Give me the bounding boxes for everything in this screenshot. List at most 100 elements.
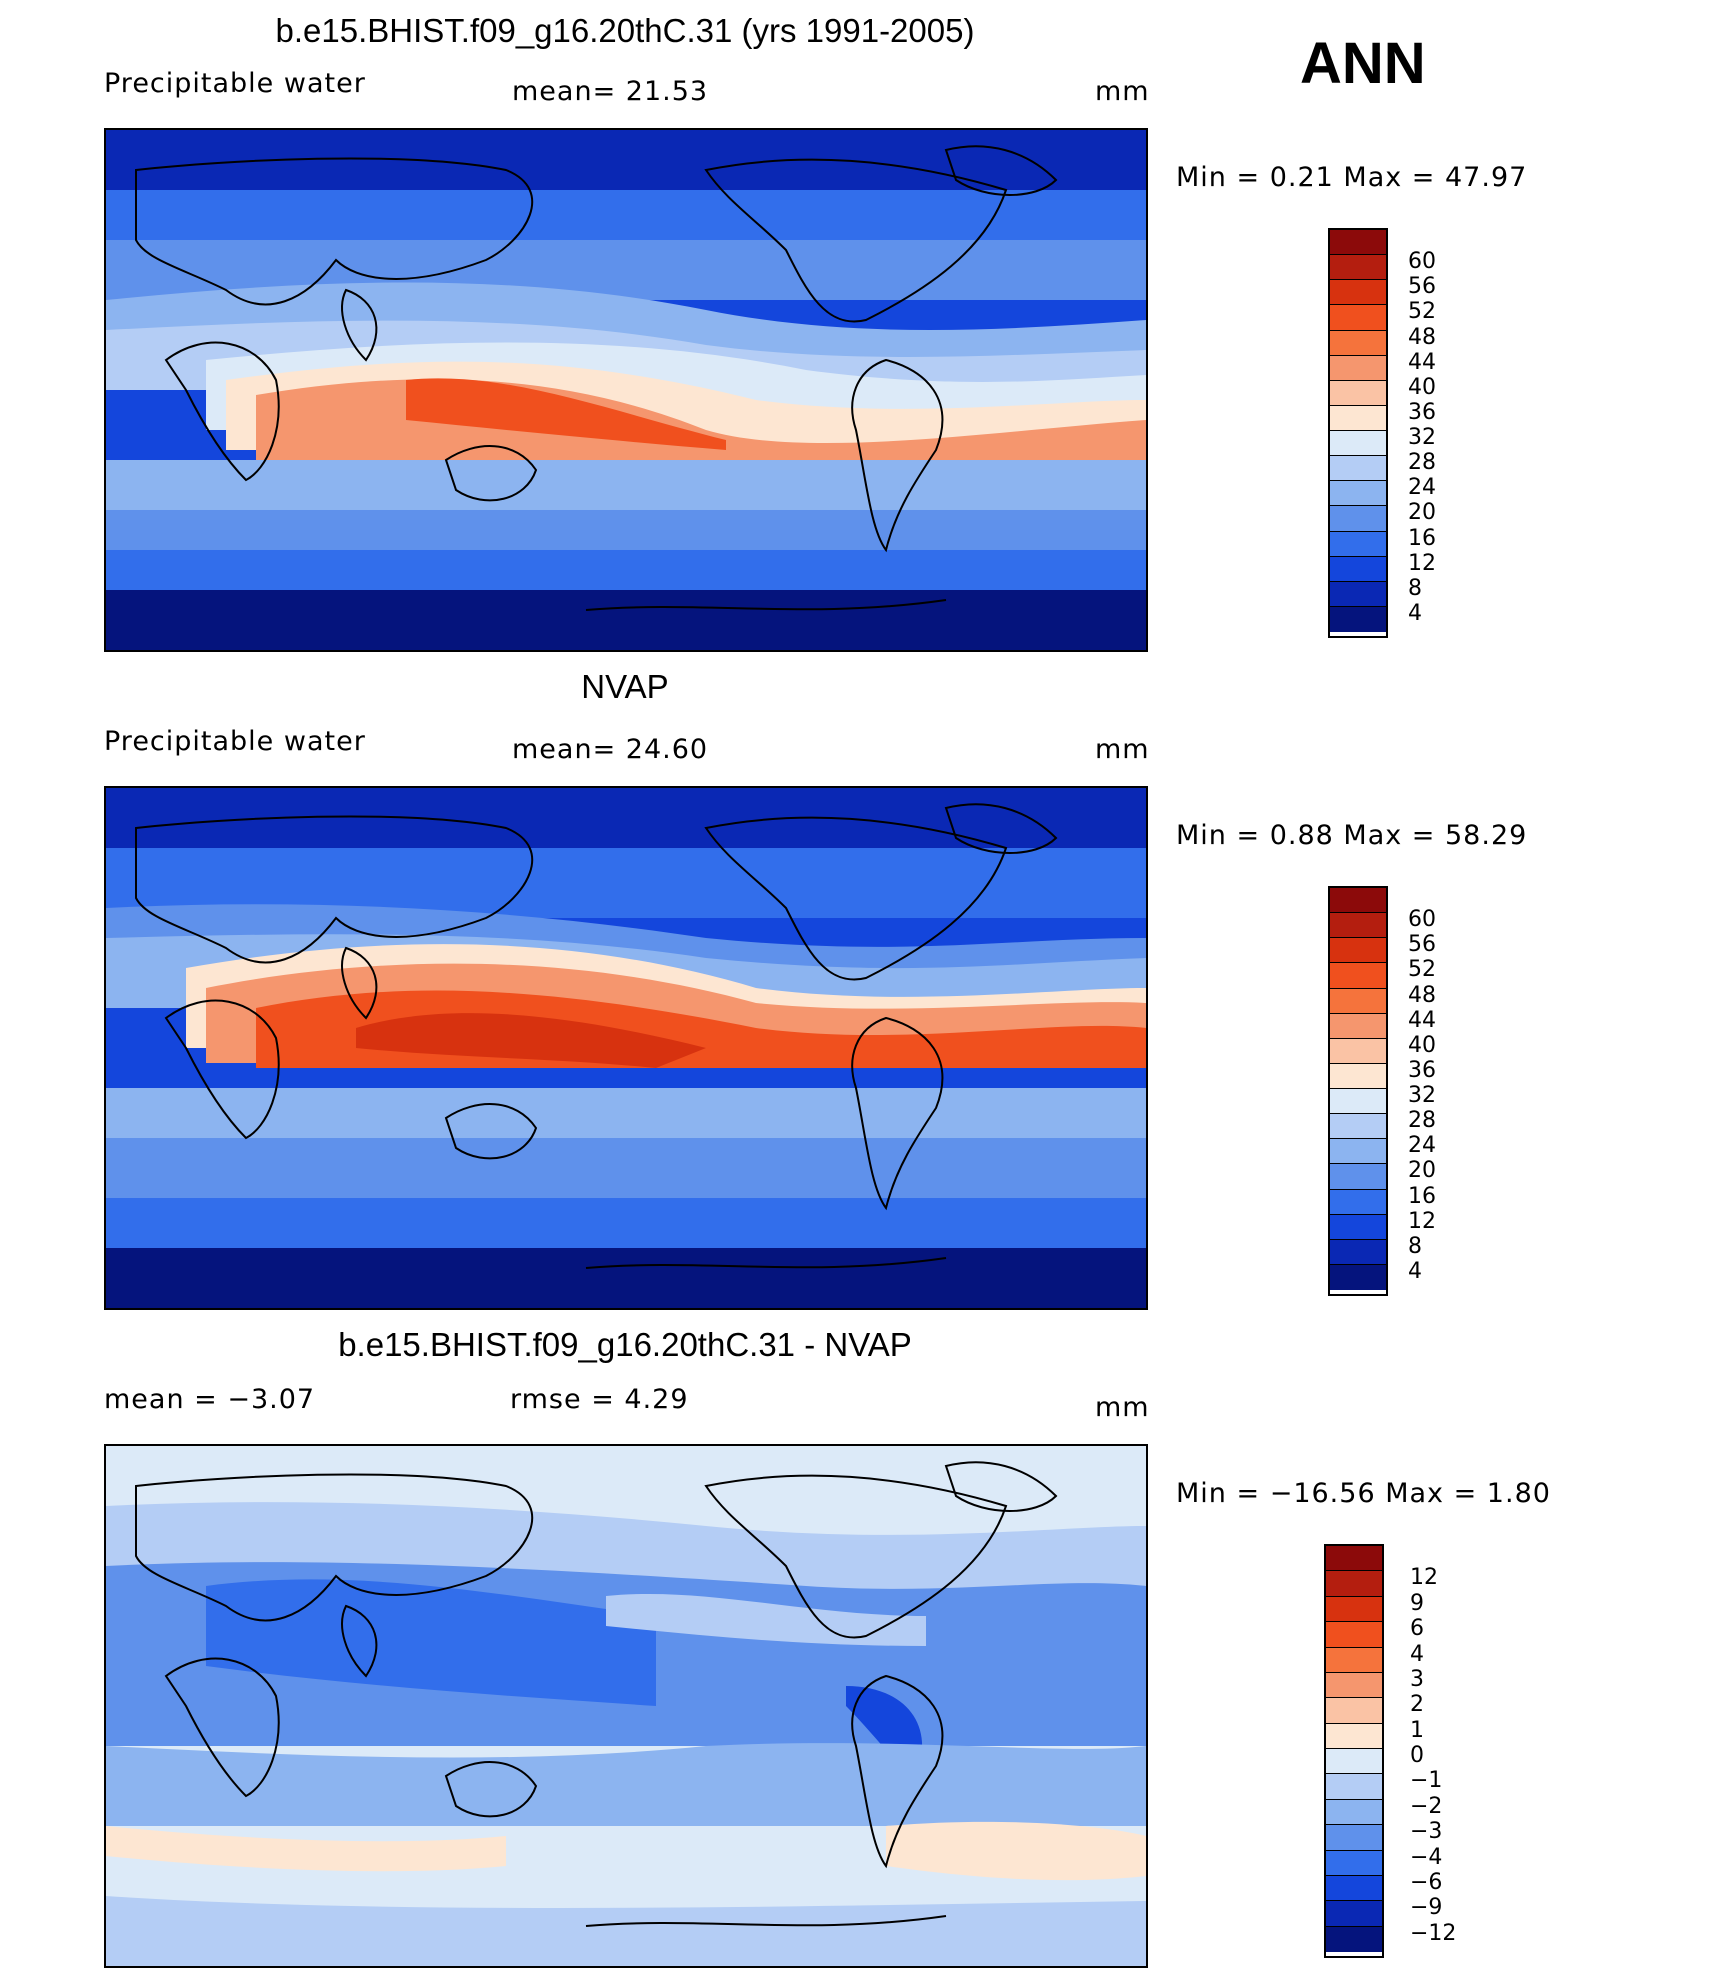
colorbar-tick-label: −1 (1410, 1768, 1443, 1794)
units-label-obs: mm (1095, 734, 1150, 765)
colorbar-diff (1324, 1544, 1384, 1958)
colorbar-box (1326, 1546, 1382, 1572)
colorbar-tick-label: 4 (1410, 1641, 1424, 1667)
colorbar-tick-label: 12 (1408, 550, 1436, 576)
colorbar-tick-label: 6 (1410, 1616, 1424, 1642)
colorbar-tick-label: 60 (1408, 249, 1436, 275)
colorbar-box (1326, 1622, 1382, 1648)
colorbar-box (1330, 380, 1386, 406)
colorbar-tick-label: 8 (1408, 1233, 1422, 1259)
colorbar-box (1326, 1799, 1382, 1826)
colorbar-tick-label: 2 (1410, 1692, 1424, 1718)
colorbar-box (1330, 1013, 1386, 1039)
colorbar-tick-label: 1 (1410, 1717, 1424, 1743)
colorbar-tick-label: 36 (1408, 399, 1436, 425)
colorbar-tick-label: 0 (1410, 1743, 1424, 1768)
colorbar-box (1330, 1063, 1386, 1089)
variable-label-obs: Precipitable water (104, 726, 366, 757)
rmse-label: rmse = 4.29 (510, 1384, 689, 1415)
colorbar-obs (1328, 886, 1388, 1296)
colorbar-tick-label: 24 (1408, 475, 1436, 501)
panel-title-model: b.e15.BHIST.f09_g16.20thC.31 (yrs 1991-2… (275, 12, 975, 49)
colorbar-tick-label: −6 (1410, 1869, 1443, 1895)
colorbar-box (1330, 230, 1386, 256)
colorbar-box (1330, 405, 1386, 431)
colorbar-box (1330, 1114, 1386, 1140)
colorbar-tick-label: 8 (1408, 575, 1422, 601)
minmax-obs: Min = 0.88 Max = 58.29 (1176, 820, 1528, 851)
map-panel-diff (104, 1444, 1148, 1968)
colorbar-tick-label: 4 (1408, 1258, 1422, 1284)
colorbar-box (1326, 1825, 1382, 1851)
colorbar-tick-label: −9 (1410, 1895, 1443, 1921)
colorbar-box (1330, 1089, 1386, 1115)
colorbar-tick-label: 32 (1408, 425, 1436, 450)
colorbar-box (1330, 506, 1386, 532)
colorbar-tick-label: 40 (1408, 1032, 1436, 1058)
map-panel-obs (104, 786, 1148, 1310)
colorbar-box (1326, 1672, 1382, 1699)
colorbar-tick-label: 12 (1408, 1208, 1436, 1234)
colorbar-box (1330, 280, 1386, 306)
colorbar-tick-label: 44 (1408, 349, 1436, 375)
colorbar-box (1326, 1774, 1382, 1800)
colorbar-box (1330, 481, 1386, 507)
colorbar-box (1330, 1214, 1386, 1240)
colorbar-tick-label: 56 (1408, 274, 1436, 300)
colorbar-tick-label: 16 (1408, 525, 1436, 551)
colorbar-tick-label: 24 (1408, 1133, 1436, 1159)
colorbar-box (1330, 963, 1386, 989)
colorbar-tick-label: 4 (1408, 600, 1422, 626)
colorbar-tick-label: 52 (1408, 957, 1436, 983)
map-panel-model (104, 128, 1148, 652)
colorbar-model (1328, 228, 1388, 638)
colorbar-tick-label: 48 (1408, 324, 1436, 350)
map-model (106, 130, 1146, 650)
units-label-model: mm (1095, 76, 1150, 107)
colorbar-box (1326, 1647, 1382, 1673)
mean-label-obs: mean= 24.60 (512, 734, 709, 765)
colorbar-tick-label: −3 (1410, 1819, 1443, 1845)
map-diff (106, 1446, 1146, 1966)
colorbar-tick-label: 48 (1408, 982, 1436, 1008)
colorbar-tick-label: 60 (1408, 907, 1436, 933)
colorbar-box (1330, 913, 1386, 939)
colorbar-box (1330, 1239, 1386, 1265)
colorbar-box (1330, 456, 1386, 482)
colorbar-box (1330, 988, 1386, 1014)
colorbar-box (1326, 1698, 1382, 1724)
colorbar-tick-label: 9 (1410, 1590, 1424, 1616)
colorbar-box (1330, 531, 1386, 557)
colorbar-box (1326, 1926, 1382, 1952)
colorbar-box (1326, 1596, 1382, 1623)
diff-mean-label: mean = −3.07 (104, 1384, 316, 1415)
colorbar-box (1330, 581, 1386, 607)
colorbar-tick-label: 3 (1410, 1666, 1424, 1692)
colorbar-tick-label: −2 (1410, 1793, 1443, 1819)
panel-title-diff: b.e15.BHIST.f09_g16.20thC.31 - NVAP (338, 1326, 912, 1363)
colorbar-box (1326, 1723, 1382, 1749)
colorbar-box (1330, 556, 1386, 582)
units-label-diff: mm (1095, 1392, 1150, 1423)
colorbar-box (1330, 938, 1386, 964)
colorbar-tick-label: 28 (1408, 450, 1436, 476)
colorbar-tick-label: 20 (1408, 1158, 1436, 1184)
map-obs (106, 788, 1146, 1308)
colorbar-box (1326, 1571, 1382, 1597)
colorbar-tick-label: 20 (1408, 500, 1436, 526)
colorbar-box (1330, 431, 1386, 457)
colorbar-box (1330, 1139, 1386, 1165)
colorbar-box (1330, 888, 1386, 914)
colorbar-box (1330, 1038, 1386, 1064)
colorbar-box (1330, 1264, 1386, 1290)
colorbar-tick-label: 12 (1410, 1565, 1438, 1591)
colorbar-box (1330, 1189, 1386, 1215)
colorbar-box (1330, 330, 1386, 356)
panel-title-obs: NVAP (581, 668, 669, 705)
colorbar-box (1326, 1749, 1382, 1775)
colorbar-tick-label: −4 (1410, 1844, 1443, 1870)
colorbar-tick-label: 56 (1408, 932, 1436, 958)
colorbar-tick-label: 36 (1408, 1057, 1436, 1083)
colorbar-box (1330, 606, 1386, 632)
colorbar-box (1326, 1901, 1382, 1927)
